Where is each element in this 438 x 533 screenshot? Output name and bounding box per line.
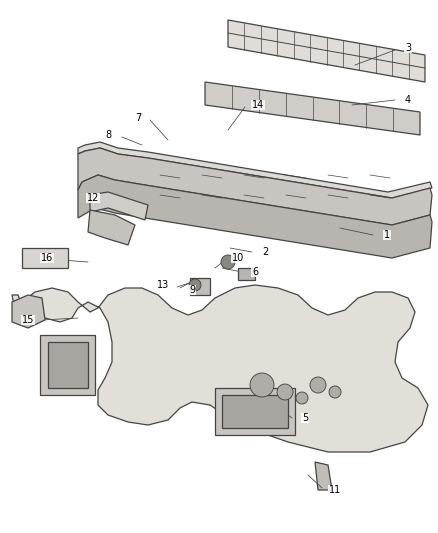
Text: 5: 5 — [302, 413, 308, 423]
Text: 12: 12 — [87, 193, 99, 203]
Text: 11: 11 — [329, 485, 341, 495]
Polygon shape — [222, 395, 288, 428]
Polygon shape — [48, 342, 88, 388]
Polygon shape — [205, 82, 420, 135]
Polygon shape — [78, 142, 432, 198]
Polygon shape — [315, 462, 332, 490]
Text: 8: 8 — [105, 130, 111, 140]
Circle shape — [221, 255, 235, 269]
Polygon shape — [78, 148, 432, 225]
Circle shape — [250, 373, 274, 397]
Circle shape — [296, 392, 308, 404]
Polygon shape — [88, 210, 135, 245]
Text: 15: 15 — [22, 315, 34, 325]
Polygon shape — [78, 175, 432, 258]
Circle shape — [189, 279, 201, 291]
Polygon shape — [22, 248, 68, 268]
Text: 10: 10 — [232, 253, 244, 263]
Polygon shape — [238, 268, 255, 280]
Text: 2: 2 — [262, 247, 268, 257]
Text: 16: 16 — [41, 253, 53, 263]
Text: 6: 6 — [252, 267, 258, 277]
Text: 1: 1 — [384, 230, 390, 240]
Text: 7: 7 — [135, 113, 141, 123]
Polygon shape — [215, 388, 295, 435]
Polygon shape — [40, 335, 95, 395]
Circle shape — [310, 377, 326, 393]
Text: 4: 4 — [405, 95, 411, 105]
Polygon shape — [190, 278, 210, 295]
Text: 9: 9 — [189, 285, 195, 295]
Polygon shape — [90, 192, 148, 220]
Polygon shape — [12, 295, 45, 328]
Text: 13: 13 — [157, 280, 169, 290]
Text: 14: 14 — [252, 100, 264, 110]
Polygon shape — [228, 20, 425, 82]
Polygon shape — [12, 285, 428, 452]
Circle shape — [329, 386, 341, 398]
Circle shape — [277, 384, 293, 400]
Text: 3: 3 — [405, 43, 411, 53]
